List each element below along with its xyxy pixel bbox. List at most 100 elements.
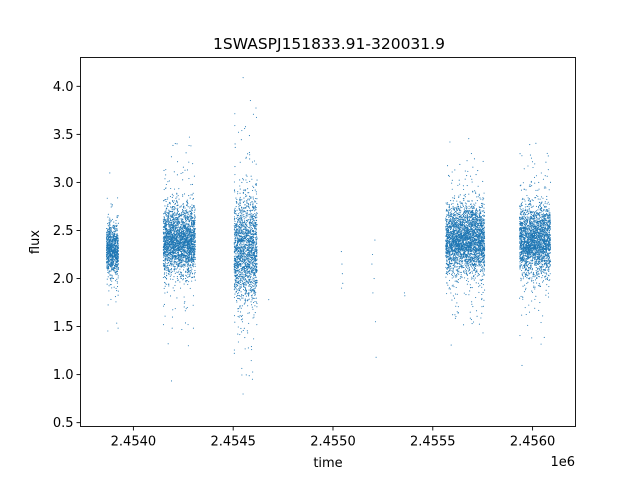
data-point — [235, 291, 237, 293]
data-point — [167, 262, 169, 264]
data-point — [247, 270, 249, 272]
data-point — [181, 242, 183, 245]
data-point — [249, 204, 252, 206]
data-point — [106, 238, 108, 240]
data-point — [172, 144, 174, 146]
data-point — [172, 229, 174, 231]
data-point — [185, 274, 187, 276]
data-point — [240, 272, 242, 274]
data-point — [254, 305, 256, 307]
data-point — [236, 253, 238, 255]
data-point — [254, 274, 256, 277]
data-point — [256, 198, 258, 200]
data-point — [252, 229, 254, 231]
data-point — [109, 255, 111, 257]
data-point — [106, 255, 108, 257]
data-point — [238, 272, 240, 274]
data-point — [169, 261, 171, 263]
data-point — [108, 240, 110, 242]
data-point — [176, 254, 178, 257]
data-point — [184, 264, 186, 266]
data-point — [164, 205, 166, 207]
data-point — [181, 209, 184, 211]
data-point — [187, 220, 189, 222]
data-point — [242, 248, 244, 250]
data-point — [247, 230, 249, 232]
data-point — [116, 270, 118, 272]
data-point — [117, 239, 119, 241]
data-point — [167, 266, 169, 268]
data-point — [177, 279, 179, 281]
data-point — [168, 232, 170, 234]
data-point — [187, 271, 189, 274]
data-point — [247, 252, 249, 254]
data-point — [242, 223, 244, 225]
data-point — [173, 225, 175, 227]
data-point — [172, 257, 174, 259]
data-point — [239, 188, 241, 190]
data-point — [239, 179, 241, 181]
data-point — [242, 179, 244, 181]
data-point — [193, 175, 195, 177]
data-point — [242, 226, 244, 228]
data-point — [192, 229, 194, 232]
data-point — [242, 235, 244, 238]
data-point — [245, 289, 248, 291]
data-point — [254, 233, 256, 235]
data-point — [178, 242, 180, 244]
data-point — [167, 264, 169, 266]
data-point — [191, 204, 193, 206]
data-point — [239, 221, 241, 223]
data-point — [111, 251, 114, 253]
data-point — [236, 202, 238, 204]
data-point — [182, 265, 184, 267]
data-point — [168, 243, 170, 246]
data-point — [234, 273, 236, 275]
data-point — [233, 349, 235, 351]
data-point — [175, 239, 177, 241]
data-point — [177, 207, 179, 209]
data-point — [243, 189, 245, 191]
data-point — [249, 154, 251, 156]
data-point — [253, 206, 255, 208]
data-point — [194, 257, 196, 259]
data-point — [189, 210, 191, 212]
data-point — [250, 226, 252, 229]
data-point — [117, 240, 119, 242]
data-point — [163, 264, 165, 267]
data-point — [253, 292, 255, 294]
data-point — [245, 295, 247, 297]
data-point — [169, 230, 171, 232]
data-point — [174, 257, 176, 259]
data-point — [238, 214, 240, 216]
data-point — [251, 294, 253, 296]
data-point — [176, 210, 179, 212]
data-point — [116, 282, 118, 284]
data-point — [171, 316, 174, 318]
data-point — [175, 243, 177, 245]
data-point — [176, 224, 178, 226]
data-point — [191, 229, 193, 231]
data-point — [194, 218, 196, 220]
data-point — [234, 216, 236, 218]
data-point — [107, 216, 109, 218]
data-point — [115, 236, 117, 238]
data-point — [179, 243, 181, 245]
data-point — [192, 240, 194, 242]
data-point — [172, 243, 174, 245]
data-point — [185, 218, 187, 221]
data-point — [111, 266, 113, 269]
data-point — [181, 229, 183, 231]
data-point — [169, 224, 171, 226]
data-point — [239, 247, 241, 249]
data-point — [187, 268, 189, 270]
data-point — [112, 238, 114, 240]
data-point — [169, 245, 171, 247]
data-point — [238, 247, 240, 249]
data-point — [170, 234, 172, 236]
data-point — [180, 235, 182, 237]
data-point — [189, 235, 191, 237]
data-point — [192, 163, 194, 165]
data-point — [168, 234, 170, 236]
data-point — [236, 198, 238, 201]
